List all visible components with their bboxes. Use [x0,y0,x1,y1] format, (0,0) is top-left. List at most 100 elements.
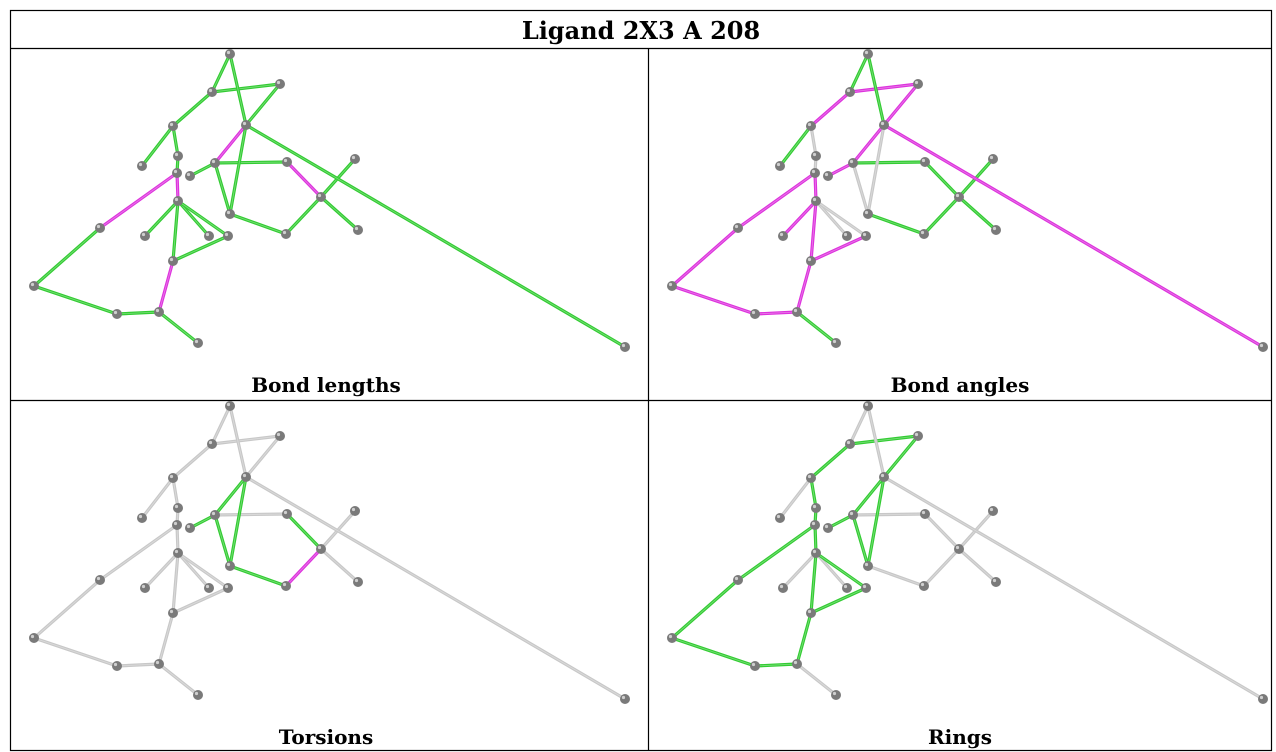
bond-a2-a3 [848,434,920,446]
atom-shine-a9 [173,169,178,174]
atom-shine-a2 [208,440,213,445]
bond-a2-a3 [210,82,282,94]
atom-shine-a16 [224,584,229,589]
atom-shine-a18 [317,545,322,550]
atom-shine-a15 [205,232,210,237]
bond-a1-a2 [848,404,870,446]
atom-shine-a4 [807,122,812,127]
atom-shine-a23 [113,662,118,667]
atom-a24 [792,307,802,317]
atom-a12 [173,548,183,558]
bond-highlight-a8-a10 [852,161,926,164]
atom-shine-a20 [734,224,739,229]
atom-shine-a14 [141,584,146,589]
atom-shine-a27 [824,524,829,529]
atom-shine-a2 [208,88,213,93]
atom-shine-a27 [186,524,191,529]
bond-a20-a22 [670,578,740,640]
atom-shine-a21 [169,609,174,614]
bond-a20-a9 [736,171,817,230]
bond-highlight-a3-a5 [883,83,919,126]
bond-a13-a8 [213,513,232,568]
atom-shine-a16 [862,232,867,237]
atom-a3 [275,431,285,441]
atom-a23 [750,661,760,671]
bond-a22-a23 [32,284,119,316]
bond-highlight-a12-a21 [172,552,179,614]
atom-shine-a5 [880,121,885,126]
bond-a2-a4 [171,442,214,480]
atom-shine-a1 [864,402,869,407]
atom-shine-a22 [668,634,673,639]
bond-highlight-a5-a26 [245,124,626,348]
atom-a18 [316,192,326,202]
bond-highlight-a23-a24 [116,663,160,667]
atom-a27 [185,171,195,181]
bond-a5-a8 [851,123,886,165]
bond-highlight-a18-a17 [285,548,322,587]
atom-a4 [806,121,816,131]
bond-highlight-a5-a13 [229,124,247,215]
bond-a8-a10 [213,512,289,517]
bond-highlight-a17-a13 [867,565,925,587]
bond-highlight-a2-a4 [810,91,851,127]
bond-a4-a6 [140,124,175,168]
atom-shine-a13 [864,210,869,215]
bond-a12-a14 [781,551,818,590]
bond-highlight-a12-a15 [815,552,848,589]
bond-a1-a5 [228,52,248,127]
bond-a12-a21 [809,551,818,615]
bond-highlight-a8-a10 [852,513,926,516]
bond-highlight-a24-a21 [158,260,174,313]
bond-highlight-a5-a26 [883,476,1264,700]
bond-a4-a6 [778,476,813,520]
bond-a18-a17 [922,547,961,588]
bond-a5-a8 [851,475,886,517]
bond-a20-a9 [98,523,179,582]
atom-shine-a24 [155,660,160,665]
bond-a1-a2 [210,404,232,446]
bond-highlight-a20-a9 [737,524,816,581]
bond-highlight-a24-a21 [796,612,812,665]
atom-a9 [810,520,820,530]
bond-highlight-a12-a14 [782,200,817,237]
atom-a15 [204,231,214,241]
atom-shine-a25 [832,691,837,696]
bond-a3-a5 [882,434,920,479]
atom-shine-a10 [283,510,288,515]
bond-highlight-a5-a13 [867,124,885,215]
atom-shine-a20 [96,224,101,229]
atom-a10 [282,509,292,519]
atom-shine-a20 [734,576,739,581]
bond-highlight-a4-a6 [141,125,174,167]
atom-a17 [281,229,291,239]
bond-highlight-a21-a16 [172,235,229,262]
atom-a15 [842,583,852,593]
atom-a21 [168,608,178,618]
atom-a23 [750,309,760,319]
bond-a21-a16 [809,586,868,615]
bond-a4-a6 [778,124,813,168]
bond-highlight-a20-a22 [33,227,101,287]
atom-shine-a6 [138,514,143,519]
panel-bond-lengths [29,49,630,352]
atom-a22 [667,281,677,291]
atom-a12 [173,196,183,206]
atom-a1 [863,401,873,411]
atom-a19 [353,577,363,587]
bond-highlight-a20-a9 [737,172,816,229]
atom-shine-a25 [194,339,199,344]
bond-highlight-a5-a8 [852,476,885,516]
atom-shine-a18 [955,545,960,550]
atom-shine-a2 [846,440,851,445]
bond-a23-a24 [753,662,799,668]
atom-a20 [95,223,105,233]
atom-a11 [350,506,360,516]
atom-shine-a22 [668,282,673,287]
atom-shine-a24 [793,308,798,313]
bond-highlight-a24-a25 [158,311,199,344]
bond-highlight-a17-a13 [229,565,287,587]
atom-shine-a5 [242,473,247,478]
atom-shine-a7 [174,504,179,509]
bond-a10-a18 [923,160,961,199]
